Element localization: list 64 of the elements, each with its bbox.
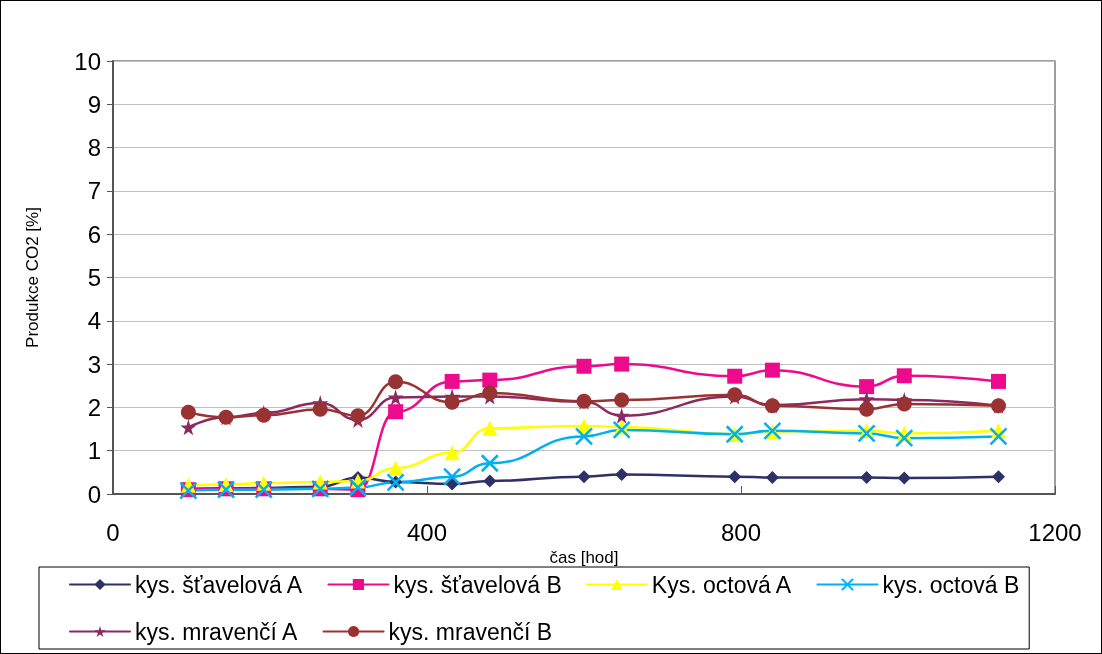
x-axis-title: čas [hod] (549, 547, 619, 567)
point (990, 373, 1006, 389)
y-axis-title: Produkce CO2 [%] (23, 207, 42, 348)
point (860, 471, 874, 485)
point (482, 385, 498, 401)
point (991, 470, 1005, 484)
point (442, 467, 462, 486)
legend-label: kys. octová B (882, 571, 1020, 598)
point (483, 474, 497, 488)
point (180, 419, 197, 436)
point (764, 362, 780, 378)
point (765, 471, 779, 485)
point (857, 424, 876, 443)
point (614, 392, 630, 408)
point (897, 471, 911, 485)
y-tick-label: 8 (87, 134, 101, 162)
point (859, 379, 875, 395)
y-tick-label: 9 (87, 90, 101, 118)
point (388, 374, 404, 390)
x-tick-label: 0 (106, 518, 120, 546)
point (482, 372, 498, 388)
point (612, 420, 631, 440)
x-tick-label: 800 (720, 518, 762, 546)
point (576, 358, 592, 374)
y-tick-label: 5 (87, 264, 101, 291)
y-tick-label: 10 (74, 47, 101, 75)
x-tick-label: 400 (406, 518, 448, 546)
legend-label: Kys. octová A (651, 571, 792, 598)
point (613, 407, 630, 424)
y-tick-label: 3 (87, 350, 101, 378)
point (614, 356, 630, 372)
point (577, 470, 591, 484)
legend-label: kys. šťavelová A (135, 571, 303, 598)
y-tick-label: 7 (87, 177, 101, 205)
point (350, 408, 366, 424)
legend-label: kys. šťavelová B (393, 571, 562, 598)
point (859, 401, 875, 417)
point (444, 373, 460, 389)
point (896, 368, 912, 384)
point (727, 368, 743, 384)
point (444, 445, 460, 461)
point (388, 404, 404, 420)
legend-label: kys. mravenčí B (388, 618, 553, 645)
x-tick-label: 1200 (1028, 518, 1082, 546)
y-tick-label: 4 (87, 307, 101, 335)
point (180, 404, 196, 420)
point (387, 389, 404, 406)
point (480, 454, 500, 473)
point (895, 428, 914, 448)
legend-label: kys. mravenčí A (135, 618, 298, 645)
y-tick-label: 6 (87, 220, 101, 248)
point (348, 478, 368, 497)
y-tick-label: 0 (87, 480, 101, 508)
point (312, 401, 328, 417)
point (482, 420, 498, 436)
point (615, 468, 629, 482)
point (728, 470, 742, 484)
y-tick-label: 1 (87, 437, 101, 465)
point (574, 427, 594, 446)
point (989, 427, 1008, 446)
point (896, 396, 912, 412)
point (444, 394, 460, 410)
point (388, 460, 404, 476)
y-tick-label: 2 (87, 393, 101, 421)
